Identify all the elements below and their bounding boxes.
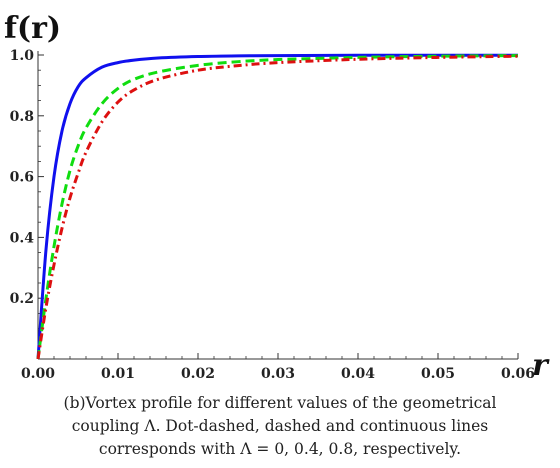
y-tick-label: 0.6 [10,170,34,186]
series-dashed-line [36,54,519,360]
y-tick-label: 0.2 [10,291,34,307]
chart: f(r) r 0.00 0.01 0.02 0.03 0.04 0.05 0.060.20.… [4,11,550,383]
axes: 0.00 0.01 0.02 0.03 0.04 0.05 0.06 0.2 0.4 0.6 0.8… [10,48,535,382]
x-tick-label: 0.05 [421,366,455,382]
x-tick-label: 0.02 [181,366,215,382]
y-tick-label: 0.8 [10,109,34,125]
series-dot-dashed-line [36,54,519,360]
y-tick-label: 1.0 [10,48,35,64]
x-tick-label: 0.01 [101,366,135,382]
x-tick-label: 0.03 [261,366,295,382]
x-tick-label: 0.00 [21,366,55,382]
y-axis-label: f(r) [4,11,61,46]
caption-line-3: corresponds with Λ = 0, 0.4, 0.8, respec… [98,440,462,458]
x-axis-label: r [532,348,550,383]
caption-line-1: (b)Vortex profile for different values o… [63,394,497,412]
x-tick-label: 0.04 [341,366,375,382]
figure-caption: (b)Vortex profile for different values o… [0,392,560,461]
x-tick-label: 0.06 [501,366,535,382]
y-tick-label: 0.4 [10,230,35,246]
curves [36,53,519,360]
caption-line-2: coupling Λ. Dot-dashed, dashed and conti… [71,417,489,435]
series-continuous-line [36,53,518,360]
